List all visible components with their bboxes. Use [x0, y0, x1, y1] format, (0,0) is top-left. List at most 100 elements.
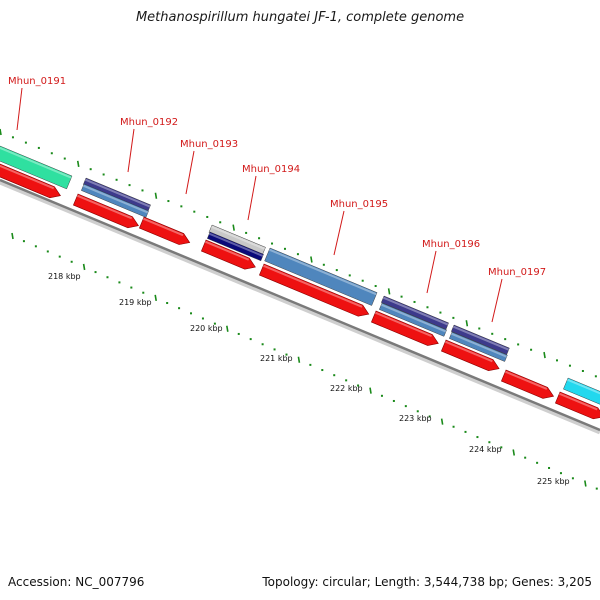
gene-label: Mhun_0197	[488, 267, 546, 278]
gene-label: Mhun_0192	[120, 117, 178, 128]
feature-mhun0197-mid	[449, 331, 508, 362]
lower-tick-minor	[178, 307, 181, 310]
upper-tick-minor	[283, 247, 286, 250]
upper-tick-minor	[452, 316, 455, 319]
upper-tick-minor	[258, 237, 261, 240]
lower-tick-minor	[118, 281, 121, 284]
upper-tick-major	[387, 288, 391, 295]
tick-marks	[0, 128, 598, 490]
upper-tick-major	[0, 128, 2, 136]
accession-text: Accession: NC_007796	[8, 575, 145, 589]
lower-tick-minor	[524, 456, 527, 459]
upper-tick-minor	[89, 168, 92, 171]
feature-mhun0195	[264, 247, 378, 306]
upper-tick-minor	[413, 300, 416, 303]
map-title: Methanospirillum hungatei JF-1, complete…	[135, 10, 465, 25]
cds-arrow-6	[440, 339, 500, 372]
feature-mhun0192-mid	[81, 183, 149, 218]
lower-tick-minor	[595, 487, 598, 490]
lower-tick-minor	[142, 291, 145, 294]
upper-tick-minor	[335, 269, 338, 272]
lower-tick-minor	[333, 374, 336, 377]
kbp-label: 223 kbp	[399, 414, 432, 423]
feature-mhun0194-mid	[207, 231, 264, 262]
cds-arrow-3	[200, 239, 256, 270]
gene-label: Mhun_0193	[180, 139, 238, 150]
upper-tick-minor	[530, 348, 533, 351]
upper-tick-minor	[102, 173, 105, 176]
upper-tick-minor	[491, 332, 494, 335]
lower-tick-minor	[46, 250, 49, 253]
lower-tick-minor	[536, 461, 539, 464]
gene-leader-line	[491, 278, 503, 323]
feature-cyan-right	[563, 377, 600, 405]
lower-tick-minor	[548, 466, 551, 469]
lower-tick-major	[297, 356, 301, 363]
lower-tick-major	[154, 294, 157, 301]
upper-tick-minor	[400, 295, 403, 298]
lower-tick-minor	[571, 477, 574, 480]
cds-arrow-8	[554, 391, 600, 420]
lower-tick-minor	[464, 430, 467, 433]
lower-tick-major	[440, 418, 444, 425]
upper-tick-minor	[24, 141, 27, 144]
lower-tick-minor	[166, 302, 169, 305]
lower-tick-major	[82, 263, 86, 271]
upper-tick-minor	[115, 178, 118, 181]
upper-tick-minor	[581, 369, 584, 372]
gene-leader-line	[127, 128, 135, 173]
lower-tick-minor	[309, 363, 312, 366]
lower-tick-minor	[476, 436, 479, 439]
upper-tick-minor	[180, 205, 183, 208]
upper-tick-minor	[50, 152, 53, 155]
feature-mhun0197-top	[451, 324, 510, 355]
lower-tick-minor	[201, 317, 204, 320]
upper-tick-major	[154, 192, 158, 199]
cds-arrow-0	[0, 163, 61, 199]
lower-tick-major	[226, 325, 229, 332]
kbp-label: 222 kbp	[330, 384, 363, 393]
lower-tick-minor	[190, 312, 193, 315]
cds-arrow-1	[72, 193, 139, 229]
upper-tick-minor	[11, 136, 14, 139]
lower-tick-minor	[249, 338, 252, 341]
lower-tick-major	[369, 387, 372, 394]
lower-tick-minor	[392, 399, 395, 402]
upper-tick-minor	[478, 327, 481, 330]
lower-tick-major	[512, 449, 516, 456]
lower-tick-minor	[428, 415, 431, 418]
kbp-label: 219 kbp	[119, 298, 152, 307]
upper-tick-minor	[271, 242, 274, 245]
gene-label: Mhun_0196	[422, 239, 480, 250]
kbp-label: 221 kbp	[260, 354, 293, 363]
lower-tick-minor	[488, 441, 491, 444]
upper-tick-minor	[556, 359, 559, 362]
lower-tick-minor	[357, 384, 360, 387]
cds-arrow-4	[258, 263, 370, 317]
cds-arrow-7	[500, 369, 555, 399]
gene-label: Mhun_0194	[242, 164, 300, 175]
gene-features	[0, 145, 600, 420]
upper-tick-minor	[296, 253, 299, 256]
lower-tick-minor	[22, 240, 25, 243]
gene-leader-line	[333, 210, 345, 256]
genome-summary-text: Topology: circular; Length: 3,544,738 bp…	[262, 575, 592, 589]
upper-tick-minor	[504, 338, 507, 341]
feature-mhun0196-top	[381, 295, 449, 330]
gene-leader-line	[426, 250, 437, 294]
lower-tick-minor	[500, 446, 503, 449]
lower-tick-major	[584, 480, 587, 487]
upper-tick-minor	[193, 210, 196, 213]
lower-tick-minor	[34, 245, 37, 248]
lower-tick-minor	[416, 410, 419, 413]
upper-tick-minor	[37, 146, 40, 149]
lower-tick-minor	[261, 343, 264, 346]
kbp-label: 224 kbp	[469, 445, 502, 454]
lower-tick-minor	[213, 322, 216, 325]
lower-tick-minor	[70, 260, 73, 263]
cds-arrow-2	[138, 216, 191, 245]
lower-tick-minor	[559, 472, 562, 475]
lower-tick-minor	[404, 405, 407, 408]
